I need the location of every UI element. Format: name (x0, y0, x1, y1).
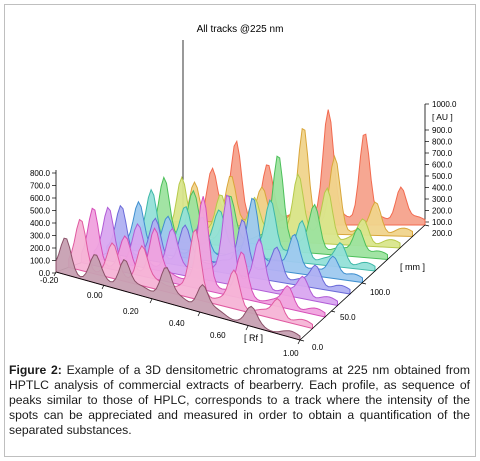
left-axis-tick-label: 400.0 (30, 219, 51, 228)
right-axis-tick-label: 200.0 (432, 207, 453, 216)
right-axis-tick-label: 700.0 (432, 149, 453, 158)
mm-axis-tick (299, 339, 305, 342)
right-axis-unit: [ AU ] (432, 112, 453, 122)
mm-axis-tick (330, 310, 336, 313)
rf-axis-tick (149, 298, 153, 304)
traces-group (55, 109, 426, 341)
right-axis-tick-label: 800.0 (432, 138, 453, 147)
rf-axis-tick (197, 311, 201, 317)
chart-title: All tracks @225 nm (197, 24, 284, 35)
rf-axis-ticks: -0.20 0.00 0.20 0.40 0.60 1.00 (40, 271, 301, 358)
rf-axis-tick (53, 271, 57, 277)
rf-axis-tick-label: 0.20 (123, 307, 139, 316)
rf-axis-tick (101, 284, 105, 290)
left-axis-ticks: 800.0 700.0 600.0 500.0 400.0 300.0 200.0 100.0… (30, 169, 56, 278)
right-axis-tick-label: 400.0 (432, 184, 453, 193)
rf-axis-tick-label: 0.60 (210, 331, 226, 340)
figure-caption: Figure 2: Example of a 3D densitometric … (9, 363, 470, 438)
right-axis-ticks: 1000.0 900.0 800.0 700.0 600.0 500.0 400.0 300.… (425, 100, 457, 227)
left-axis-tick-label: 700.0 (30, 182, 51, 191)
track-profile (80, 196, 326, 318)
mm-axis-label: [ mm ] (400, 262, 425, 272)
right-axis-tick-label: 900.0 (432, 126, 453, 135)
densitogram-chart: All tracks @225 nm 800.0 700.0 600.0 500.0 4… (30, 24, 457, 358)
left-axis-tick-label: 100.0 (30, 257, 51, 266)
rf-axis-tick (297, 339, 301, 345)
track-profile (55, 237, 301, 341)
left-axis-tick-label: 300.0 (30, 232, 51, 241)
right-axis-tick-label: 600.0 (432, 161, 453, 170)
mm-axis-tick-label: 50.0 (340, 313, 356, 322)
rf-axis-label: [ Rf ] (244, 333, 263, 343)
rf-axis-tick-label: 0.40 (169, 319, 185, 328)
rf-axis-tick (245, 325, 249, 331)
mm-axis-tick (424, 224, 430, 227)
mm-axis-tick-label: 0.0 (312, 343, 324, 352)
left-axis-tick-label: 800.0 (30, 169, 51, 178)
mm-axis-ticks: 200.0 100.0 50.0 0.0 (299, 224, 453, 352)
figure-frame (4, 4, 476, 457)
mm-axis-line (299, 224, 426, 341)
left-axis-tick-label: 0.0 (39, 269, 51, 278)
caption-text: Example of a 3D densitometric chromatogr… (9, 363, 470, 437)
left-axis-tick-label: 200.0 (30, 244, 51, 253)
left-axis-tick-label: 600.0 (30, 194, 51, 203)
mm-axis-tick-label: 200.0 (432, 229, 453, 238)
caption-label: Figure 2: (9, 363, 62, 377)
right-axis-tick-label: 1000.0 (432, 100, 457, 109)
right-axis-tick-label: 300.0 (432, 195, 453, 204)
track-profile (68, 218, 313, 330)
mm-axis-tick-label: 100.0 (370, 288, 391, 297)
rf-axis-tick-label: -0.20 (40, 276, 59, 285)
rf-axis-tick-label: 0.00 (87, 291, 103, 300)
right-axis-tick-label: 500.0 (432, 172, 453, 181)
rf-axis-line (55, 271, 301, 341)
rf-axis-tick-label: 1.00 (283, 349, 299, 358)
left-axis-tick-label: 500.0 (30, 207, 51, 216)
mm-axis-tick (361, 282, 367, 285)
right-axis-tick-label: 100.0 (432, 218, 453, 227)
